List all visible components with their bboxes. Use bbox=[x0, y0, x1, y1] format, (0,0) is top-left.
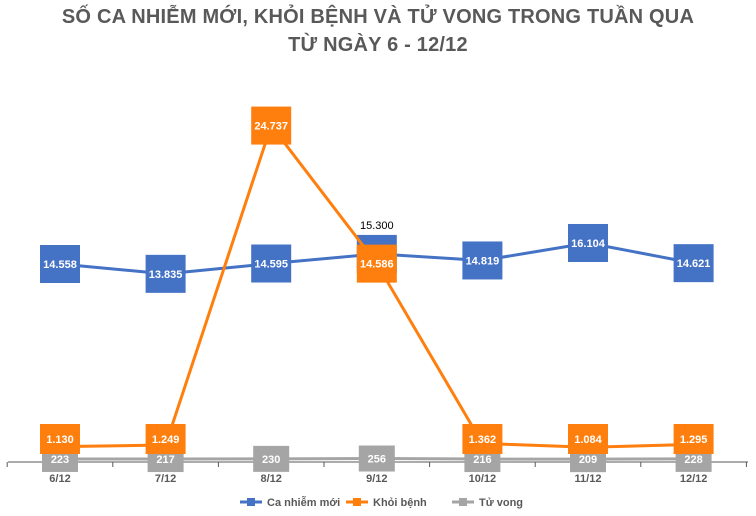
data-point-marker bbox=[673, 244, 714, 283]
data-label: 1.295 bbox=[680, 434, 708, 446]
legend-label: Khỏi bệnh bbox=[373, 497, 427, 509]
data-label: 228 bbox=[684, 454, 702, 466]
data-point-marker bbox=[253, 445, 290, 472]
chart-subtitle: TỪ NGÀY 6 - 12/12 bbox=[288, 34, 468, 56]
data-label: 1.130 bbox=[46, 434, 74, 446]
data-point-marker bbox=[462, 424, 503, 454]
legend-label: Tử vong bbox=[479, 497, 523, 509]
data-label: 14.621 bbox=[677, 258, 711, 270]
data-label: 209 bbox=[579, 454, 597, 466]
data-point-marker bbox=[251, 106, 292, 145]
data-label: 24.737 bbox=[254, 121, 288, 133]
data-label: 1.249 bbox=[152, 434, 180, 446]
data-label: 14.586 bbox=[360, 259, 394, 271]
data-point-marker bbox=[145, 254, 186, 293]
data-point-marker bbox=[356, 244, 397, 283]
x-tick-label: 10/12 bbox=[469, 473, 497, 485]
data-label: 223 bbox=[51, 454, 69, 466]
data-label: 217 bbox=[156, 454, 174, 466]
legend-marker bbox=[247, 498, 255, 506]
legend-marker bbox=[459, 498, 467, 506]
data-point-marker bbox=[462, 241, 503, 280]
x-tick-label: 8/12 bbox=[260, 473, 281, 485]
data-point-marker bbox=[568, 223, 608, 262]
data-label: 14.595 bbox=[254, 259, 288, 271]
data-label: 216 bbox=[473, 454, 491, 466]
data-label: 16.104 bbox=[571, 238, 606, 250]
data-label: 230 bbox=[262, 454, 280, 466]
data-label: 15.300 bbox=[360, 220, 394, 232]
data-point-marker bbox=[568, 424, 608, 454]
data-point-marker bbox=[251, 244, 292, 283]
x-tick-label: 11/12 bbox=[575, 473, 602, 485]
x-tick-label: 6/12 bbox=[49, 473, 70, 485]
data-label: 1.362 bbox=[469, 434, 497, 446]
data-point-marker bbox=[145, 424, 186, 454]
data-point-marker bbox=[358, 445, 395, 472]
x-tick-label: 9/12 bbox=[366, 473, 387, 485]
legend-marker bbox=[353, 498, 361, 506]
data-label: 13.835 bbox=[149, 269, 183, 281]
data-point-marker bbox=[40, 245, 80, 284]
data-point-marker bbox=[673, 424, 714, 454]
x-tick-label: 12/12 bbox=[680, 473, 708, 485]
data-point-marker bbox=[40, 424, 80, 454]
data-label: 256 bbox=[368, 454, 386, 466]
legend-label: Ca nhiễm mới bbox=[267, 496, 340, 509]
chart-title: SỐ CA NHIỄM MỚI, KHỎI BỆNH VÀ TỬ VONG TR… bbox=[61, 6, 695, 28]
data-label: 14.558 bbox=[43, 259, 77, 271]
x-tick-label: 7/12 bbox=[155, 473, 176, 485]
data-label: 1.084 bbox=[574, 434, 602, 446]
data-label: 14.819 bbox=[466, 255, 500, 267]
